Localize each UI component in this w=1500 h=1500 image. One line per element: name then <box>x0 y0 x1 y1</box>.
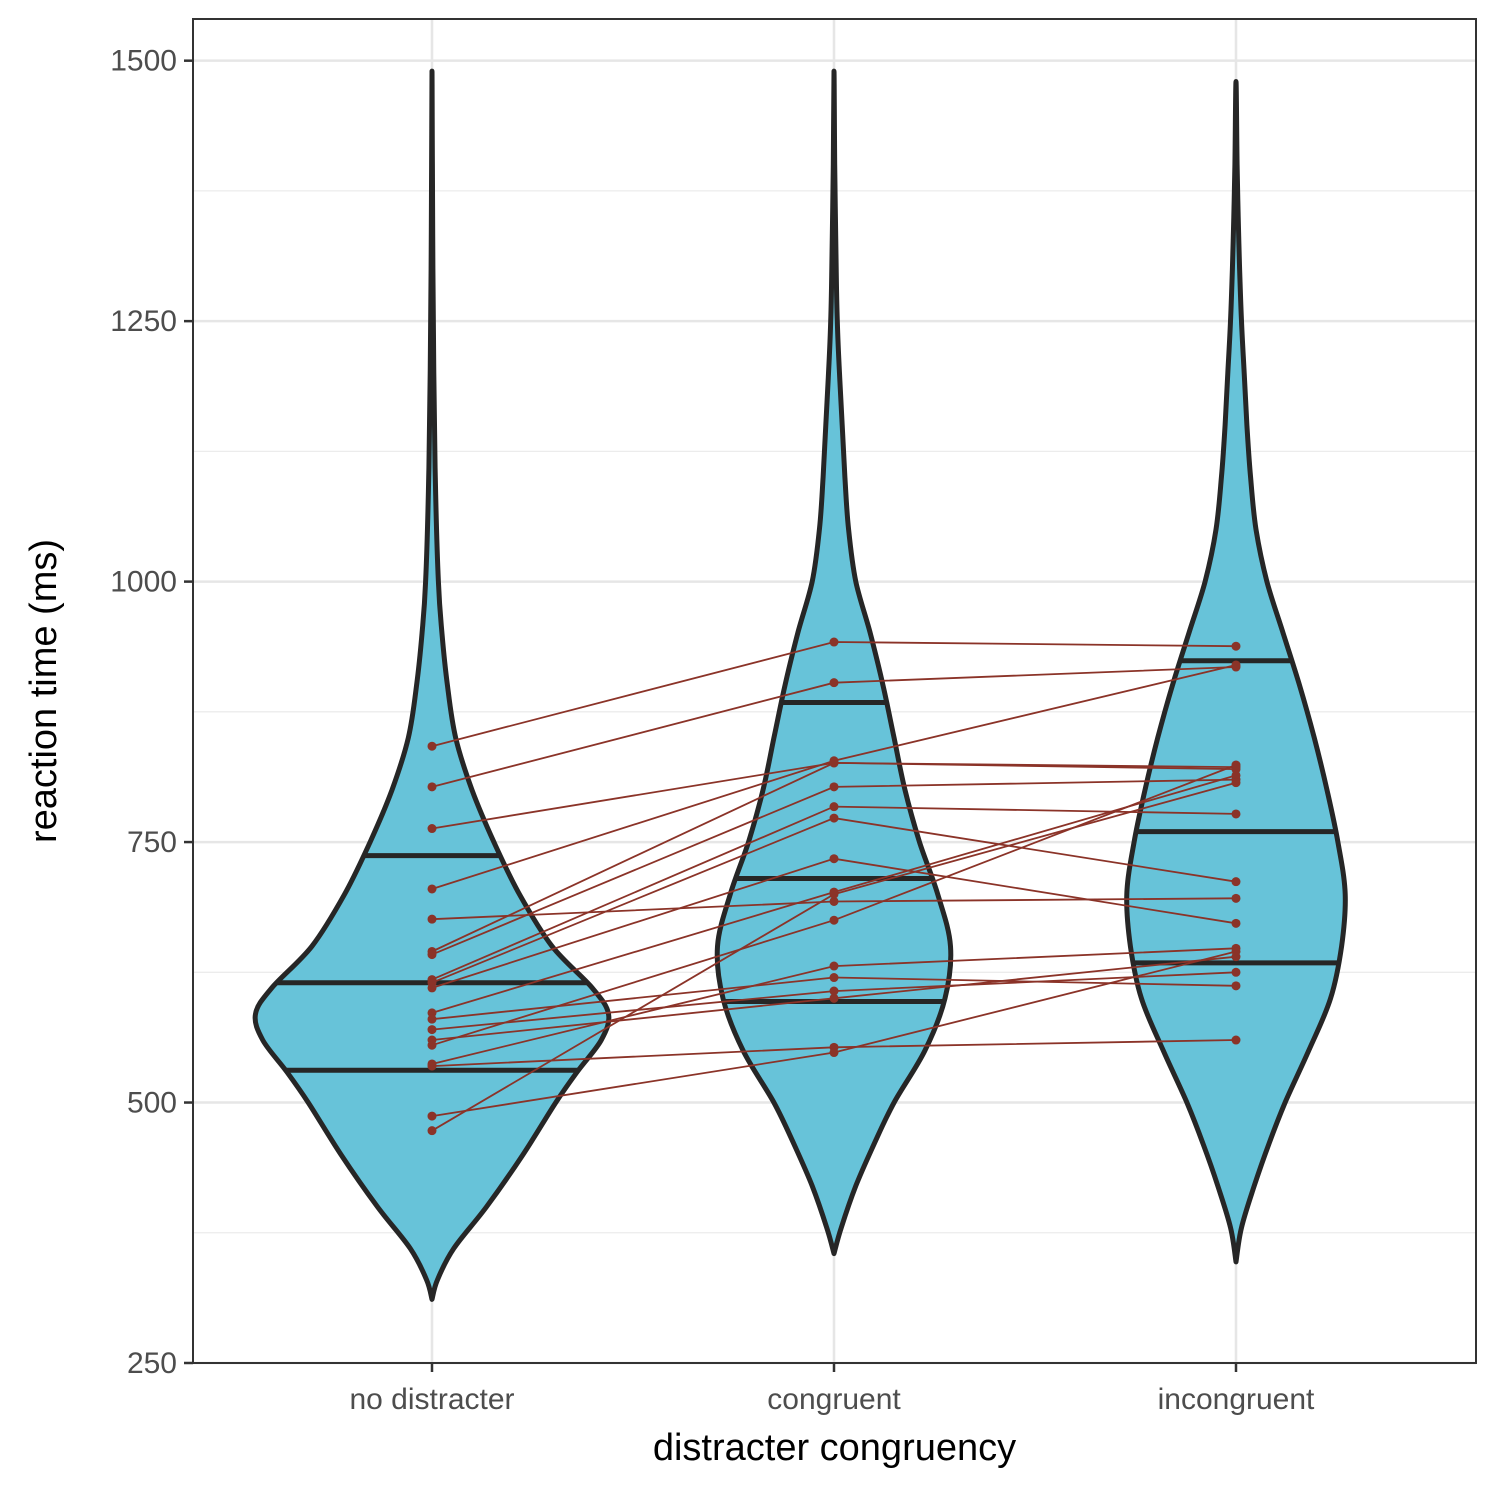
y-axis-title: reaction time (ms) <box>23 539 65 843</box>
participant-point <box>1231 660 1241 670</box>
participant-point <box>1231 770 1241 780</box>
participant-point <box>427 1025 437 1035</box>
participant-point <box>829 758 839 768</box>
participant-point <box>1231 1035 1241 1045</box>
participant-point <box>427 1014 437 1024</box>
participant-point <box>427 782 437 792</box>
participant-point <box>427 884 437 894</box>
participant-point <box>1231 809 1241 819</box>
participant-point <box>829 961 839 971</box>
participant-point <box>1231 877 1241 887</box>
y-tick-label: 500 <box>127 1087 177 1120</box>
participant-point <box>427 1126 437 1136</box>
participant-point <box>829 915 839 925</box>
participant-point <box>829 973 839 983</box>
participant-point <box>427 1040 437 1050</box>
participant-point <box>829 782 839 792</box>
participant-point <box>427 1008 437 1018</box>
participant-point <box>829 802 839 812</box>
participant-points <box>427 637 1241 1136</box>
y-tick-label: 1500 <box>110 45 177 78</box>
participant-point <box>829 854 839 864</box>
participant-point <box>427 1061 437 1071</box>
participant-point <box>427 950 437 960</box>
participant-point <box>427 1111 437 1121</box>
participant-point <box>1231 918 1241 928</box>
participant-point <box>829 813 839 823</box>
y-tick-label: 250 <box>127 1347 177 1380</box>
y-tick-label: 750 <box>127 826 177 859</box>
participant-point <box>829 896 839 906</box>
participant-point <box>829 993 839 1003</box>
participant-point <box>829 889 839 899</box>
y-tick-label: 1250 <box>110 305 177 338</box>
participant-point <box>1231 893 1241 903</box>
participant-point <box>1231 981 1241 991</box>
x-axis-title: distracter congruency <box>653 1427 1016 1469</box>
y-tick-label: 1000 <box>110 566 177 599</box>
participant-point <box>1231 778 1241 788</box>
x-tick-label: no distracter <box>349 1383 514 1416</box>
participant-point <box>1231 760 1241 770</box>
participant-point <box>829 986 839 996</box>
violin-body <box>252 68 612 1302</box>
x-tick-label: congruent <box>767 1383 901 1416</box>
x-tick-label: incongruent <box>1158 1383 1315 1416</box>
participant-point <box>829 637 839 647</box>
participant-point <box>427 914 437 924</box>
violin-body <box>714 68 954 1257</box>
participant-point <box>829 1048 839 1058</box>
participant-point <box>829 678 839 688</box>
participant-point <box>1231 946 1241 956</box>
participant-point <box>1231 967 1241 977</box>
axes: 250 500 750 1000 1250 1500 no distracter congru… <box>110 45 1315 1416</box>
participant-point <box>427 983 437 993</box>
participant-point <box>427 824 437 834</box>
participant-point <box>427 741 437 751</box>
participant-point <box>1231 641 1241 651</box>
